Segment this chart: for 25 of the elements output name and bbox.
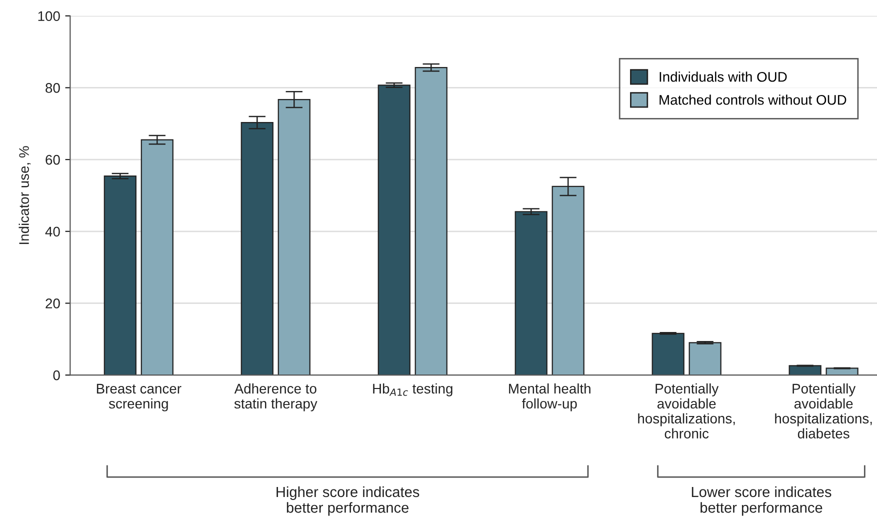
y-tick-label: 100 [38, 11, 60, 22]
y-tick-label: 60 [46, 154, 60, 165]
legend-label: Matched controls without OUD [660, 94, 846, 105]
x-tick-label: Hb$_{A1c}$ testing [373, 383, 452, 396]
bar [104, 176, 136, 376]
bar [788, 365, 822, 376]
text: Lower score indicates better performance [692, 486, 832, 516]
bar [414, 67, 448, 376]
bar [514, 211, 548, 376]
x-tick-label: Adherence to statin therapy [234, 383, 318, 412]
x-tick-label: Breast cancer screening [96, 384, 182, 412]
text: Higher score indicates better performance [276, 486, 420, 516]
y-tick-label: 0 [53, 370, 60, 380]
x-tick-label: Potentially avoidable hospitalizations, chronic [638, 383, 735, 438]
bar [378, 84, 410, 376]
bar [140, 139, 174, 376]
bar [688, 342, 722, 376]
y-tick-label: 80 [46, 83, 60, 93]
bar [652, 332, 684, 376]
y-tick-label: 20 [46, 298, 60, 308]
y-tick-label: 40 [45, 226, 60, 237]
y-axis-title: Indicator use, % [18, 146, 31, 244]
legend-label: Individuals with OUD [660, 72, 787, 82]
x-tick-label: Potentially avoidable hospitalizations, diabetes [775, 383, 872, 438]
x-tick-label: Mental health follow-up [509, 383, 590, 412]
